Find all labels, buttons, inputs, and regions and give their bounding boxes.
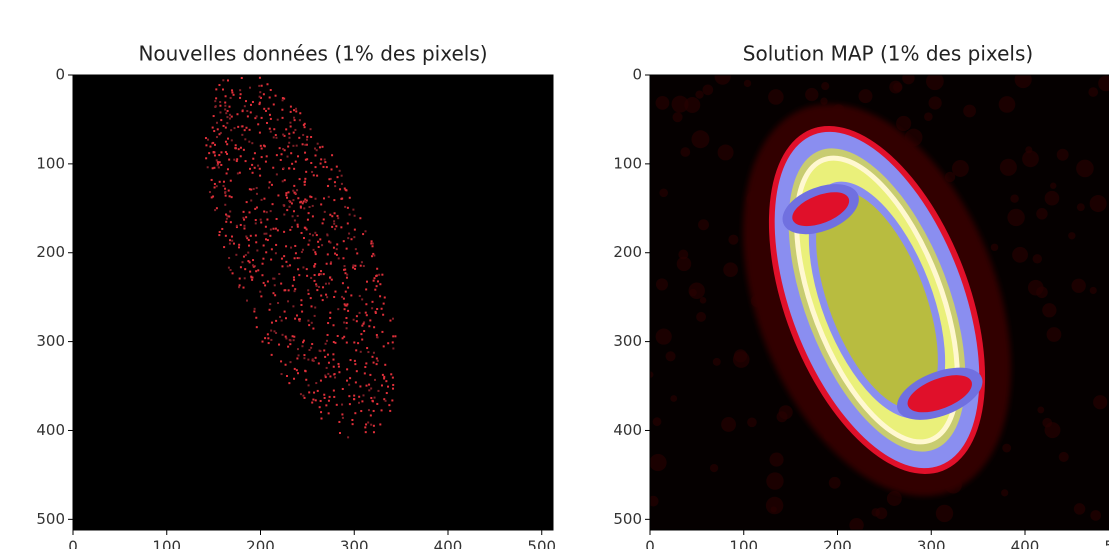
y-tick-label: 500 (613, 510, 642, 528)
y-tick-label: 300 (613, 332, 642, 350)
x-tick-label: 500 (1104, 538, 1109, 549)
image-content (650, 75, 1109, 530)
x-tick-label: 300 (917, 538, 946, 549)
x-tick-label: 200 (823, 538, 852, 549)
axes-title: Solution MAP (1% des pixels) (743, 42, 1033, 66)
x-tick-label: 0 (645, 538, 655, 549)
x-tick-label: 0 (68, 538, 78, 549)
y-tick-label: 100 (613, 154, 642, 172)
image-background (73, 75, 553, 530)
x-tick-label: 400 (434, 538, 463, 549)
y-tick-label: 0 (55, 66, 65, 84)
y-tick-label: 400 (36, 421, 65, 439)
x-tick-label: 500 (527, 538, 556, 549)
axes: Solution MAP (1% des pixels) 0 100 200 300 4… (613, 42, 1109, 549)
y-tick-label: 400 (613, 421, 642, 439)
y-tick-label: 100 (36, 154, 65, 172)
y-tick-label: 300 (36, 332, 65, 350)
x-tick-label: 100 (729, 538, 758, 549)
y-tick-label: 200 (36, 243, 65, 261)
x-tick-label: 100 (152, 538, 181, 549)
axes-frame (72, 74, 554, 531)
y-tick-label: 500 (36, 510, 65, 528)
x-tick-label: 300 (340, 538, 369, 549)
axes: Nouvelles données (1% des pixels) 0 100 20… (36, 42, 556, 549)
axes-frame (649, 74, 1109, 531)
image-pixels (204, 76, 397, 439)
x-tick-label: 200 (246, 538, 275, 549)
axes-title: Nouvelles données (1% des pixels) (138, 42, 487, 66)
y-tick-label: 0 (632, 66, 642, 84)
y-tick-label: 200 (613, 243, 642, 261)
x-tick-label: 400 (1011, 538, 1040, 549)
